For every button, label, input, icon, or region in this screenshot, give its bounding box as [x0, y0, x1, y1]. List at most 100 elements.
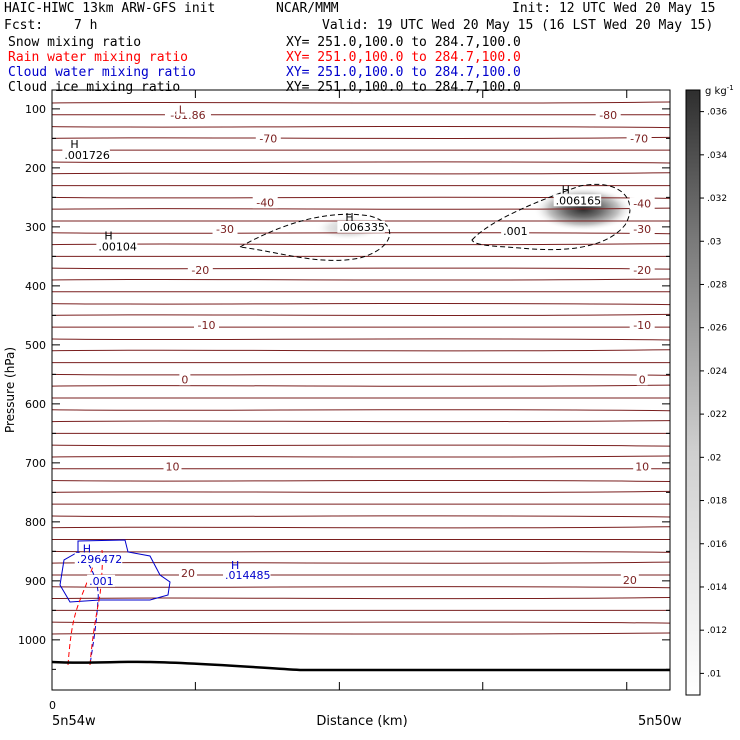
y-axis-label: Pressure (hPa)	[3, 347, 17, 433]
colorbar-tick-label: .034	[707, 151, 727, 161]
legend-xy-cloud-water: XY= 251.0,100.0 to 284.7,100.0	[286, 65, 521, 80]
colorbar	[685, 89, 701, 696]
y-tick-label: 300	[25, 221, 46, 234]
colorbar-tick-label: .024	[707, 367, 727, 377]
snow-contour-dashed	[471, 183, 631, 251]
legend-label-snow: Snow mixing ratio	[8, 35, 142, 50]
maximum-label-bg	[337, 220, 385, 233]
maximum-label-bg	[553, 194, 602, 207]
isotherm-line	[52, 349, 670, 352]
colorbar-unit: g kg-1	[705, 84, 734, 97]
isotherm-label: 10	[635, 461, 649, 474]
isotherm-label-bg	[629, 264, 655, 277]
isotherm-label: -80	[599, 109, 617, 122]
isotherm-line	[52, 384, 670, 387]
maximum-h-marker: H	[70, 138, 78, 151]
isotherm-line	[52, 373, 670, 376]
colorbar-tick-label: .02	[707, 453, 721, 463]
header-org: NCAR/MMM	[276, 1, 339, 16]
isotherm-label: 10	[166, 461, 180, 474]
isotherm-line	[52, 232, 670, 235]
isotherm-label: -81.86	[170, 109, 205, 122]
isotherm-label-bg	[179, 373, 191, 386]
rain-contour-dashed	[89, 549, 103, 666]
isotherm-line	[52, 125, 670, 129]
isotherm-label-bg	[163, 460, 182, 473]
isotherm-label: -20	[633, 264, 651, 277]
legend-xy-rain: XY= 251.0,100.0 to 284.7,100.0	[286, 50, 521, 65]
isotherm-label-bg	[629, 318, 655, 331]
cloud-water-contour-dashed	[77, 551, 99, 666]
isotherm-label: -70	[259, 133, 277, 146]
maximum-value-label: .001	[503, 225, 528, 238]
rain-contour-dashed	[67, 559, 96, 666]
isotherm-line	[52, 101, 670, 104]
maximum-h-marker: H	[231, 559, 239, 572]
legend-label-cloud-water: Cloud water mixing ratio	[8, 65, 196, 80]
header-fcst-value: 7 h	[74, 18, 98, 33]
isotherm-label: -10	[633, 319, 651, 332]
colorbar-tick-label: .018	[707, 497, 727, 507]
y-tick-label: 1000	[18, 634, 46, 647]
isotherm-label: -70	[630, 133, 648, 146]
maximum-label-bg	[96, 240, 138, 253]
maximum-h-marker: H	[104, 230, 112, 243]
isotherm-label-bg	[629, 197, 655, 210]
isotherm-label-bg	[595, 108, 621, 121]
maximum-value-label: .00104	[98, 240, 137, 253]
isotherm-line	[52, 136, 670, 140]
isotherm-label: -20	[191, 264, 209, 277]
isotherm-line	[52, 597, 670, 600]
isotherm-line	[52, 267, 670, 270]
y-tick-label: 400	[25, 280, 46, 293]
isotherm-label-bg	[629, 222, 655, 235]
maximum-label-bg	[74, 552, 123, 565]
isotherm-line	[52, 278, 670, 281]
y-tick-label: 200	[25, 162, 46, 175]
maximum-label-bg	[62, 148, 110, 161]
isotherm-line	[52, 561, 670, 564]
y-tick-label: 600	[25, 398, 46, 411]
maximum-value-label: .001	[89, 575, 114, 588]
legend-xy-snow: XY= 251.0,100.0 to 284.7,100.0	[286, 35, 521, 50]
colorbar-tick-label: .026	[707, 324, 727, 334]
y-tick-label: 900	[25, 575, 46, 588]
isotherm-line	[52, 586, 670, 589]
isotherm-line	[52, 444, 670, 447]
isotherm-label-bg	[178, 566, 197, 579]
header-init: Init: 12 UTC Wed 20 May 15	[512, 1, 716, 16]
y-tick-label: 800	[25, 516, 46, 529]
isotherm-line	[52, 621, 670, 624]
maximum-value-label: .006335	[339, 221, 385, 234]
isotherm-label-bg	[212, 222, 238, 235]
isotherm-label: 0	[181, 373, 188, 386]
x-right-label: 5n50w	[638, 714, 682, 729]
x-axis-label: Distance (km)	[316, 714, 407, 729]
plot-frame	[51, 89, 671, 691]
isotherm-label: -30	[633, 223, 651, 236]
maximum-value-label: .014485	[225, 569, 270, 582]
isotherm-line	[52, 490, 670, 494]
y-tick-label: 100	[25, 103, 46, 116]
isotherm-line	[52, 550, 670, 553]
isotherm-label-bg	[620, 573, 639, 586]
maximum-value-label: .296472	[77, 553, 123, 566]
isotherm-label-bg	[633, 460, 652, 473]
isotherm-label-bg	[176, 103, 188, 116]
isotherm-label-bg	[626, 132, 652, 145]
maximum-h-marker: H	[83, 542, 91, 555]
isotherm-line	[52, 172, 670, 175]
y-tick-label: 500	[25, 339, 46, 352]
isotherm-label: 0	[639, 373, 646, 386]
maximum-label-bg	[87, 574, 116, 587]
colorbar-tick-label: .036	[707, 108, 727, 118]
isotherm-label: -30	[216, 223, 234, 236]
isotherm-label-bg	[187, 264, 213, 277]
legend-label-cloud-ice: Cloud ice mixing ratio	[8, 80, 181, 95]
isotherm-line	[52, 420, 670, 423]
isotherm-label-bg	[252, 196, 278, 209]
isotherm-line	[52, 243, 670, 246]
isotherm-line	[52, 207, 670, 210]
colorbar-tick-label: .012	[707, 626, 727, 636]
